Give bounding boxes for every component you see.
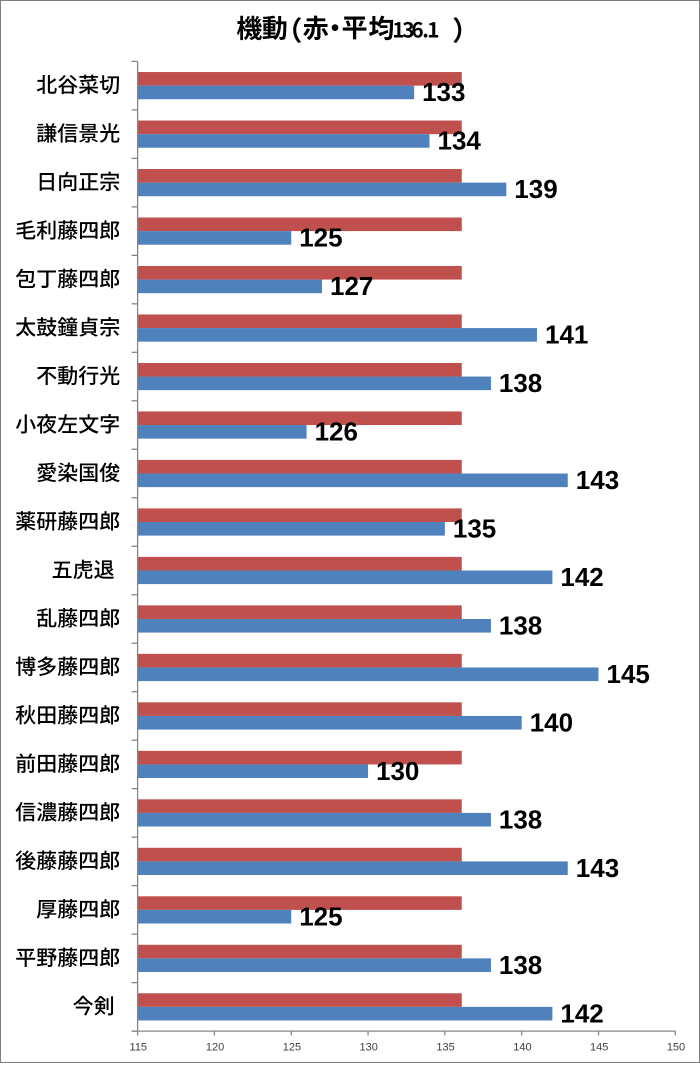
svg-text:130: 130 bbox=[376, 756, 419, 786]
svg-text:125: 125 bbox=[299, 223, 342, 253]
svg-text:135: 135 bbox=[453, 514, 496, 544]
svg-text:140: 140 bbox=[513, 1041, 531, 1053]
svg-text:138: 138 bbox=[499, 611, 542, 641]
svg-text:138: 138 bbox=[499, 368, 542, 398]
svg-text:142: 142 bbox=[560, 562, 603, 592]
svg-text:127: 127 bbox=[330, 271, 373, 301]
svg-text:143: 143 bbox=[576, 853, 619, 883]
svg-text:145: 145 bbox=[590, 1041, 608, 1053]
svg-text:138: 138 bbox=[499, 805, 542, 835]
svg-text:140: 140 bbox=[530, 708, 573, 738]
svg-text:125: 125 bbox=[299, 902, 342, 932]
svg-text:115: 115 bbox=[130, 1041, 148, 1053]
svg-text:125: 125 bbox=[283, 1041, 301, 1053]
svg-text:135: 135 bbox=[436, 1041, 454, 1053]
svg-text:130: 130 bbox=[360, 1041, 378, 1053]
svg-text:145: 145 bbox=[607, 659, 650, 689]
svg-text:141: 141 bbox=[545, 320, 588, 350]
svg-text:139: 139 bbox=[514, 174, 557, 204]
svg-text:142: 142 bbox=[560, 999, 603, 1029]
svg-text:138: 138 bbox=[499, 950, 542, 980]
svg-text:126: 126 bbox=[315, 417, 358, 447]
svg-text:134: 134 bbox=[438, 126, 482, 156]
svg-text:143: 143 bbox=[576, 465, 619, 495]
svg-text:133: 133 bbox=[422, 77, 465, 107]
svg-text:120: 120 bbox=[206, 1041, 224, 1053]
svg-text:150: 150 bbox=[667, 1041, 685, 1053]
